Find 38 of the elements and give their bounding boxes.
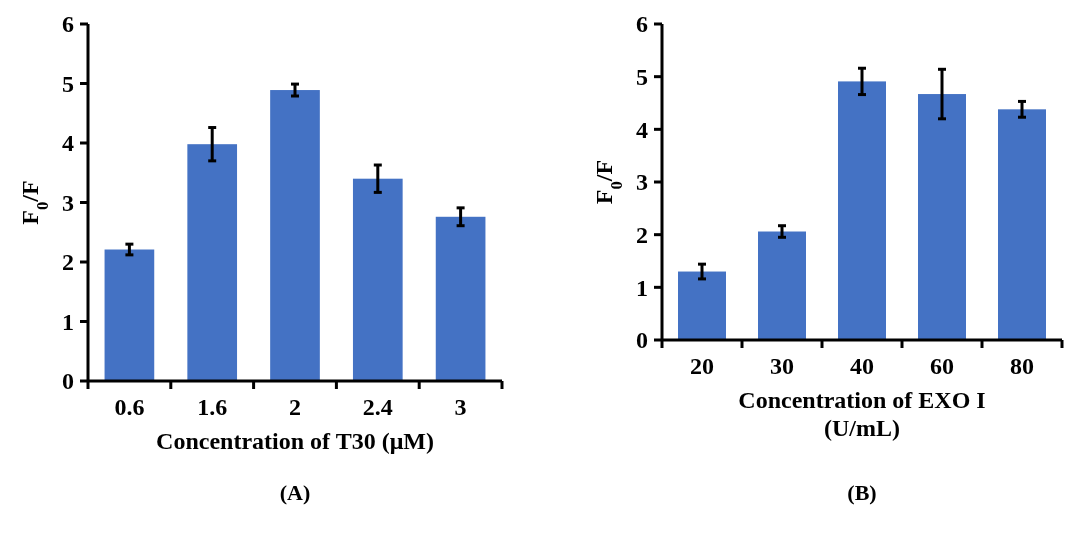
y-tick-label: 3 xyxy=(62,189,74,216)
y-tick-label: 1 xyxy=(62,308,74,335)
x-tick-label: 1.6 xyxy=(197,394,228,420)
x-tick-label: 2.4 xyxy=(362,394,393,420)
y-tick-label: 3 xyxy=(636,169,648,196)
y-tick-label: 5 xyxy=(62,70,74,97)
x-tick-label: 0.6 xyxy=(114,394,145,420)
x-tick-label: 2 xyxy=(289,394,301,420)
bar xyxy=(187,144,238,381)
y-tick-label: 2 xyxy=(636,222,648,249)
y-tick-label: 6 xyxy=(636,11,648,38)
x-tick-label: 40 xyxy=(850,353,874,379)
bar xyxy=(838,81,886,340)
y-tick-label: 6 xyxy=(62,11,74,38)
x-tick-label: 80 xyxy=(1010,353,1034,379)
bar xyxy=(678,271,726,340)
y-tick-label: 4 xyxy=(636,116,648,143)
text: (B) xyxy=(847,480,877,505)
bar xyxy=(270,90,320,381)
text: (A) xyxy=(279,480,311,505)
bar xyxy=(352,178,403,381)
y-tick-label: 0 xyxy=(62,368,74,395)
bar xyxy=(918,94,966,340)
bar xyxy=(998,109,1046,340)
y-tick-label: 2 xyxy=(62,249,74,276)
y-tick-label: 1 xyxy=(636,274,648,301)
x-tick-label: 20 xyxy=(690,353,714,379)
x-axis-title: Concentration of EXO I (U/mL) xyxy=(738,387,986,441)
y-tick-label: 5 xyxy=(636,64,648,91)
x-axis-title: Concentration of T30 (μM) xyxy=(156,428,434,454)
x-tick-label: 3 xyxy=(454,394,467,420)
bar xyxy=(758,231,806,340)
y-tick-label: 4 xyxy=(62,130,74,157)
x-tick-label: 30 xyxy=(770,353,794,379)
bar xyxy=(435,216,486,381)
bar xyxy=(104,249,155,381)
y-tick-label: 0 xyxy=(636,327,648,354)
x-tick-label: 60 xyxy=(930,353,954,379)
